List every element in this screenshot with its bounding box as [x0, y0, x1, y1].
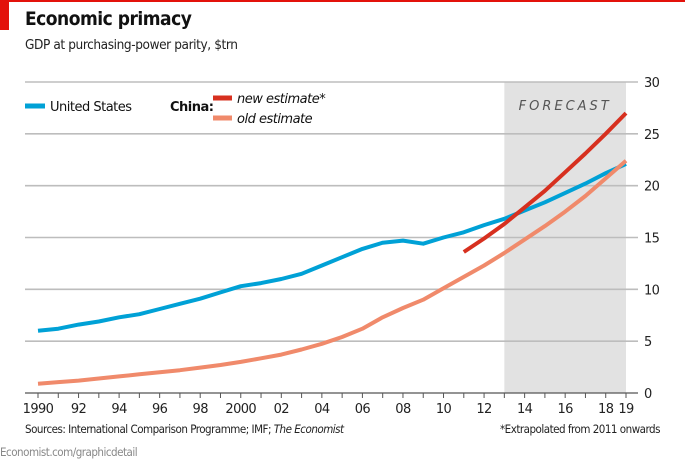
x-tick-label: 12	[476, 402, 491, 417]
y-tick-label: 10	[644, 283, 660, 298]
y-tick-label: 5	[644, 335, 652, 350]
y-tick-label: 30	[644, 76, 660, 91]
x-tick-label: 96	[152, 402, 168, 417]
footnote: *Extrapolated from 2011 onwards	[500, 422, 661, 436]
x-tick-label: 19	[618, 402, 634, 417]
x-tick-label: 08	[395, 402, 411, 417]
y-tick-label: 15	[644, 232, 660, 247]
sources-note: Sources: International Comparison Progra…	[25, 422, 344, 436]
x-tick-label: 06	[355, 402, 371, 417]
x-tick-label: 02	[274, 402, 289, 417]
top-rule	[0, 0, 685, 2]
y-tick-label: 25	[644, 128, 660, 143]
sources-text: Sources: International Comparison Progra…	[25, 422, 274, 436]
sources-italic: The Economist	[273, 422, 344, 436]
legend-label-new: new estimate*	[237, 92, 326, 107]
series-line-united-states	[37, 162, 627, 333]
x-tick-label: 16	[558, 402, 574, 417]
legend-label-us: United States	[50, 100, 132, 115]
forecast-label: FORECAST	[519, 99, 612, 114]
y-tick-label: 0	[644, 387, 652, 402]
series-line-old-estimate	[37, 159, 628, 386]
brand-tag	[0, 0, 9, 30]
legend-label-old: old estimate	[237, 112, 313, 127]
x-tick-label: 92	[71, 402, 86, 417]
legend: United States China: new estimate* old e…	[25, 92, 327, 127]
legend-label-china: China:	[170, 100, 213, 115]
x-tick-label: 14	[517, 402, 533, 417]
x-tick-label: 10	[436, 402, 452, 417]
x-tick-label: 2000	[225, 402, 256, 417]
x-tick-label: 04	[314, 402, 330, 417]
x-tick-label: 1990	[23, 402, 54, 417]
series-line-new-estimate	[462, 111, 628, 254]
x-tick-label: 94	[111, 402, 127, 417]
chart-subtitle: GDP at purchasing-power parity, $trn	[25, 37, 238, 53]
x-tick-label: 18	[598, 402, 614, 417]
credit-link[interactable]: Economist.com/graphicdetail	[0, 445, 138, 459]
x-tick-label: 98	[193, 402, 209, 417]
y-tick-label: 20	[644, 180, 660, 195]
chart-title: Economic primacy	[25, 8, 192, 30]
